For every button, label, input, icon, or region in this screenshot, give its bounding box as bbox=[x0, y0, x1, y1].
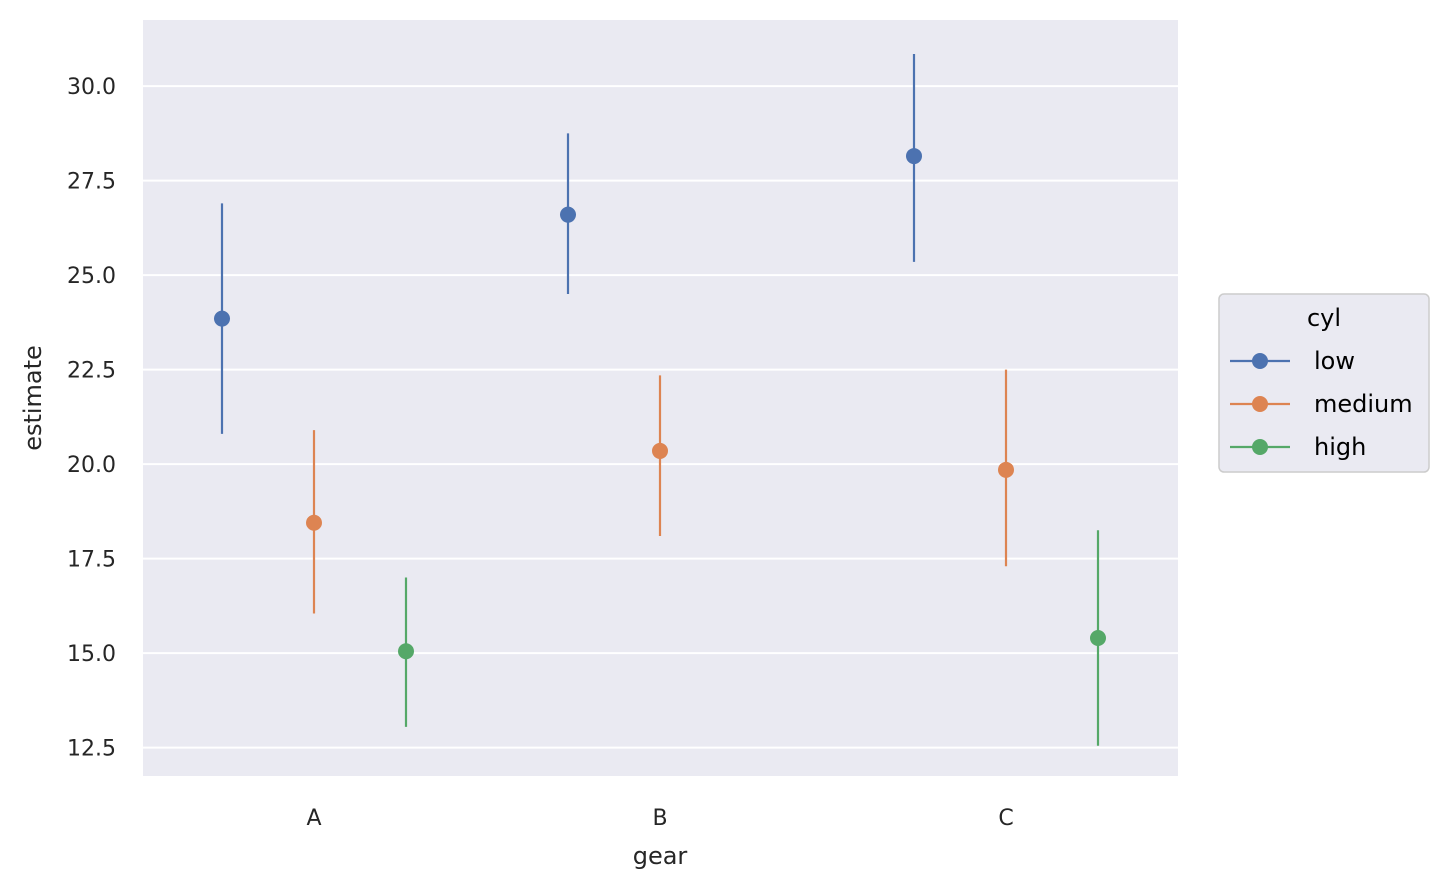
x-axis-title: gear bbox=[633, 842, 688, 870]
legend-marker bbox=[1252, 353, 1268, 369]
x-tick-labels: A B C bbox=[306, 806, 1013, 831]
y-axis-title: estimate bbox=[19, 345, 47, 451]
y-tick-label: 25.0 bbox=[67, 264, 116, 289]
data-point bbox=[1090, 630, 1106, 647]
legend: cyl low medium high bbox=[1218, 293, 1430, 473]
y-tick-label: 15.0 bbox=[67, 642, 116, 667]
x-tick-label: A bbox=[306, 806, 321, 831]
legend-marker bbox=[1252, 439, 1268, 455]
x-tick-label: C bbox=[998, 806, 1013, 831]
data-point bbox=[214, 310, 230, 327]
legend-label: medium bbox=[1314, 390, 1413, 418]
y-tick-label: 20.0 bbox=[67, 453, 116, 478]
legend-label: low bbox=[1314, 347, 1355, 375]
data-point bbox=[652, 442, 668, 459]
y-tick-label: 17.5 bbox=[67, 548, 116, 573]
y-tick-label: 27.5 bbox=[67, 170, 116, 195]
legend-label: high bbox=[1314, 433, 1366, 461]
y-tick-label: 22.5 bbox=[67, 359, 116, 384]
y-tick-labels: 12.5 15.0 17.5 20.0 22.5 25.0 27.5 30.0 bbox=[67, 75, 116, 762]
data-point bbox=[998, 461, 1014, 478]
x-tick-label: B bbox=[652, 806, 667, 831]
data-marks bbox=[214, 54, 1106, 746]
y-tick-label: 12.5 bbox=[67, 737, 116, 762]
data-point bbox=[906, 148, 922, 165]
legend-box bbox=[1218, 293, 1430, 473]
legend-marker bbox=[1252, 396, 1268, 412]
grid-lines bbox=[143, 85, 1178, 749]
data-point bbox=[398, 643, 414, 660]
data-point bbox=[560, 206, 576, 223]
legend-title: cyl bbox=[1307, 304, 1341, 332]
data-point bbox=[306, 514, 322, 531]
y-tick-label: 30.0 bbox=[67, 75, 116, 100]
